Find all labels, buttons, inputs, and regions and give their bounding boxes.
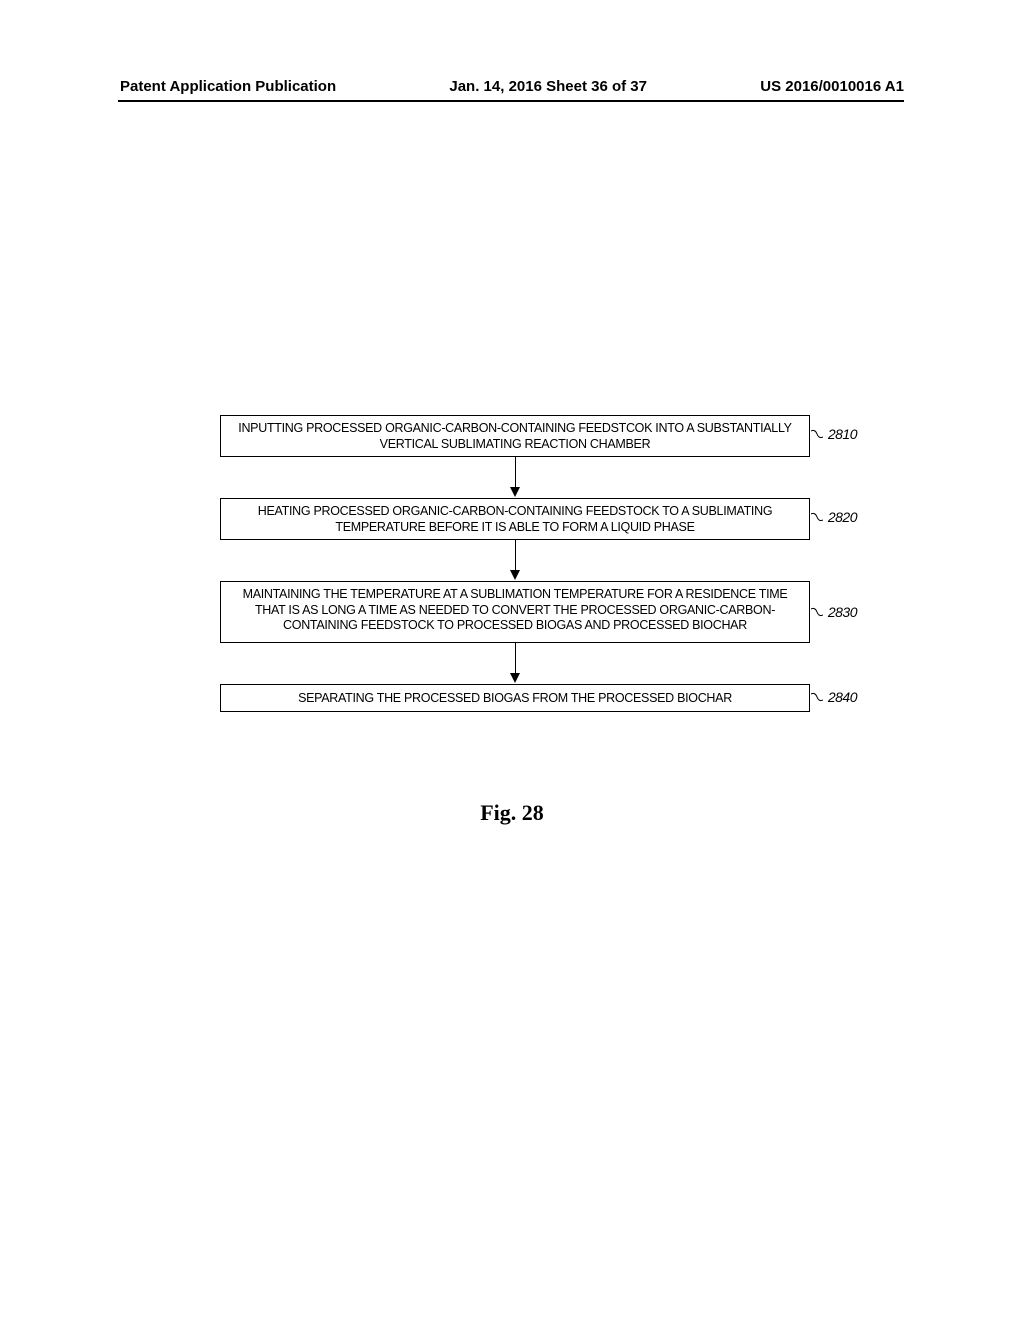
arrow-line-icon <box>515 643 516 675</box>
flowchart-ref-3: 2830 <box>828 604 857 622</box>
arrow-head-icon <box>510 673 520 683</box>
flowchart-node-3-text: MAINTAINING THE TEMPERATURE AT A SUBLIMA… <box>243 587 788 632</box>
flowchart-ref-2: 2820 <box>828 509 857 527</box>
flowchart-node-2-text: HEATING PROCESSED ORGANIC-CARBON-CONTAIN… <box>258 504 773 534</box>
flowchart-node-1: INPUTTING PROCESSED ORGANIC-CARBON-CONTA… <box>220 415 810 457</box>
flowchart-arrow-1 <box>220 457 810 498</box>
flowchart-diagram: INPUTTING PROCESSED ORGANIC-CARBON-CONTA… <box>220 415 810 712</box>
arrow-head-icon <box>510 487 520 497</box>
flowchart-node-1-text: INPUTTING PROCESSED ORGANIC-CARBON-CONTA… <box>238 421 791 451</box>
flowchart-node-2: HEATING PROCESSED ORGANIC-CARBON-CONTAIN… <box>220 498 810 540</box>
page-header: Patent Application Publication Jan. 14, … <box>0 78 1024 95</box>
ref-connector-icon <box>811 692 823 702</box>
header-divider <box>118 100 904 102</box>
ref-connector-icon <box>811 429 823 439</box>
flowchart-node-3: MAINTAINING THE TEMPERATURE AT A SUBLIMA… <box>220 581 810 643</box>
flowchart-arrow-2 <box>220 540 810 581</box>
arrow-head-icon <box>510 570 520 580</box>
arrow-line-icon <box>515 540 516 572</box>
ref-connector-icon <box>811 607 823 617</box>
flowchart-ref-1: 2810 <box>828 426 857 444</box>
figure-caption: Fig. 28 <box>0 800 1024 826</box>
header-date-sheet: Jan. 14, 2016 Sheet 36 of 37 <box>449 78 647 95</box>
ref-connector-icon <box>811 512 823 522</box>
header-patent-number: US 2016/0010016 A1 <box>760 78 904 95</box>
flowchart-arrow-3 <box>220 643 810 684</box>
flowchart-ref-4: 2840 <box>828 689 857 707</box>
header-publication: Patent Application Publication <box>120 78 336 95</box>
arrow-line-icon <box>515 457 516 489</box>
flowchart-node-4-text: SEPARATING THE PROCESSED BIOGAS FROM THE… <box>298 691 732 705</box>
flowchart-node-4: SEPARATING THE PROCESSED BIOGAS FROM THE… <box>220 684 810 712</box>
